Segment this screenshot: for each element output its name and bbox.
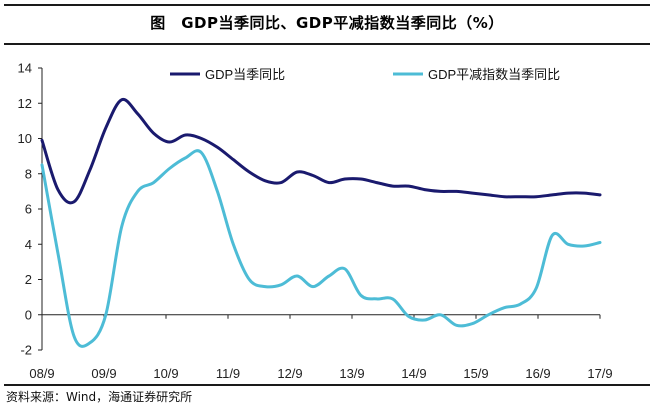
x-tick-label: 12/9: [277, 366, 302, 381]
x-tick-label: 13/9: [339, 366, 364, 381]
x-tick-label: 10/9: [153, 366, 178, 381]
title-top-rule: [4, 4, 650, 6]
line-chart: 14 12 10 8 6 4 2 0 -2 08/9 09/9 10/9 11/9 12/9 13/9 14/…: [18, 61, 613, 382]
series-line-deflator: [40, 149, 602, 348]
y-tick-label: 0: [25, 307, 32, 322]
y-tick-label: 2: [25, 272, 32, 287]
chart-legend: GDP当季同比 GDP平减指数当季同比: [170, 67, 560, 82]
x-tick-label: 08/9: [29, 366, 54, 381]
chart-axes: 14 12 10 8 6 4 2 0 -2 08/9 09/9 10/9 11/9 12/9 13/9 14/…: [18, 61, 613, 382]
x-tick-label: 11/9: [216, 366, 240, 381]
y-tick-label: 4: [25, 237, 32, 252]
chart-title: 图 GDP当季同比、GDP平减指数当季同比（%）: [150, 13, 504, 32]
source-note: 资料来源：Wind，海通证券研究所: [6, 390, 193, 404]
chart-series: [40, 97, 602, 348]
y-tick-label: 14: [18, 61, 32, 76]
y-tick-label: 8: [25, 166, 32, 181]
title-bar: 图 GDP当季同比、GDP平减指数当季同比（%）: [0, 0, 654, 44]
x-tick-label: 16/9: [525, 366, 550, 381]
series-line-gdp: [40, 97, 602, 205]
legend-label-deflator: GDP平减指数当季同比: [428, 67, 560, 82]
x-tick-label: 17/9: [587, 366, 612, 381]
y-tick-label: 12: [18, 96, 32, 111]
y-tick-label: 10: [18, 131, 32, 146]
footer-rule: [4, 384, 650, 386]
x-tick-label: 09/9: [91, 366, 116, 381]
x-tick-label: 15/9: [463, 366, 488, 381]
x-tick-label: 14/9: [401, 366, 426, 381]
title-bottom-rule: [4, 43, 650, 45]
legend-label-gdp: GDP当季同比: [205, 67, 285, 82]
y-tick-label: 6: [25, 202, 32, 217]
y-tick-label: -2: [20, 343, 32, 358]
